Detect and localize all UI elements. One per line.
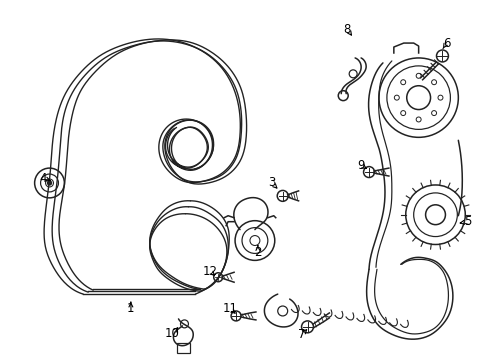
Text: 4: 4 (40, 171, 47, 185)
Text: 12: 12 (203, 265, 217, 278)
Text: 11: 11 (222, 302, 237, 315)
Text: 8: 8 (343, 23, 350, 36)
Text: 7: 7 (297, 328, 305, 341)
Text: 5: 5 (464, 215, 471, 228)
Bar (176, 343, 190, 353)
Text: 3: 3 (267, 176, 275, 189)
Text: 6: 6 (442, 37, 449, 50)
Text: 9: 9 (357, 159, 364, 172)
Text: 10: 10 (165, 327, 180, 340)
Text: 1: 1 (127, 302, 134, 315)
Text: 2: 2 (254, 246, 261, 259)
Circle shape (47, 181, 51, 185)
